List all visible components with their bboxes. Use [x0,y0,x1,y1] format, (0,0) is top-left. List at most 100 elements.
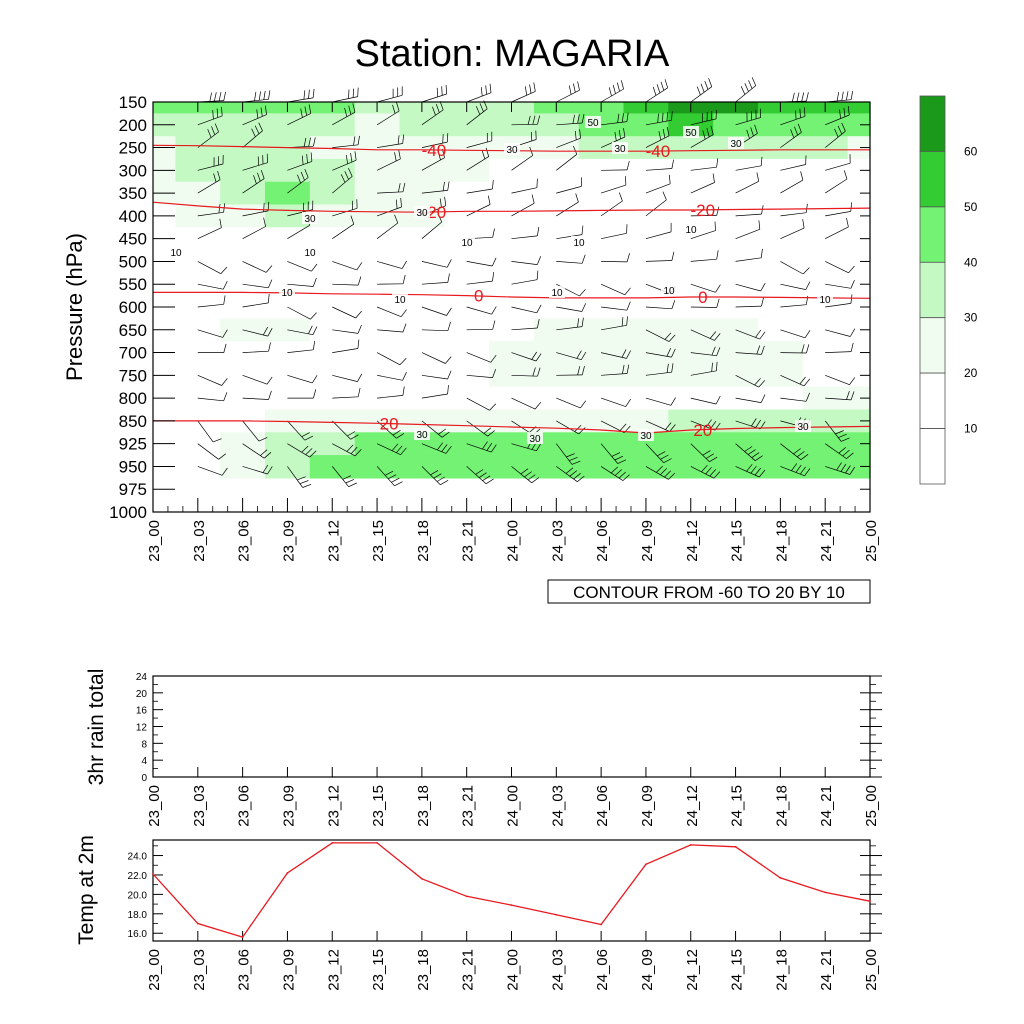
time-tick-label: 24_00 [505,520,522,562]
temp-time-tick-label: 24_12 [684,949,701,991]
contour-inline-labels: 50 50 30 30 30 30 30 10 10 10 10 10 10 10 10 10 10 30 30 30… [168,116,833,445]
wind-barb [690,221,716,240]
wind-barb [242,293,270,308]
wind-barb [197,123,219,148]
wind-barb [645,222,672,240]
temp-point [286,872,289,874]
wind-speed-cell [153,102,176,114]
wind-barb [287,277,317,287]
wind-barb [197,295,226,308]
wind-barb [825,261,855,274]
wind-barb [242,279,273,289]
temp-point [152,873,154,875]
wind-barb [332,306,362,319]
contour-label: 10 [573,238,585,249]
contour-label: 10 [663,286,675,297]
wind-speed-cell [220,136,266,160]
wind-speed-cell [444,113,490,137]
wind-speed-cell [309,158,356,183]
wind-speed-cell [847,113,871,137]
wind-barb [287,104,312,126]
wind-speed-cell [309,113,356,137]
time-tick-label: 23_03 [191,520,208,562]
wind-speed-cell [220,113,266,137]
wind-barb [287,420,314,441]
wind-barb [690,206,720,217]
time-tick-label: 24_21 [818,520,835,562]
wind-barb [287,340,316,353]
wind-speed-cell [175,158,221,183]
wind-barb [287,466,312,488]
wind-barb [825,279,855,289]
time-tick-label: 23_18 [415,520,432,562]
temp-frame [152,839,871,942]
wind-barb [466,420,495,437]
wind-barb [825,90,854,103]
wind-barb [466,352,497,363]
wind-barb [466,306,497,315]
rain-time-tick-label: 23_09 [280,785,297,827]
wind-barb [377,274,406,285]
wind-barb [421,273,450,285]
wind-speed-cell [847,136,871,160]
rain-frame [152,675,871,778]
wind-barb [735,77,757,103]
wind-speed-cell [847,455,871,479]
wind-speed-cell [758,158,804,183]
temp-time-tick-label: 24_18 [773,949,790,991]
wind-barb [600,466,630,481]
wind-barb [556,225,584,240]
wind-barb [421,352,452,364]
wind-speed-cell [847,204,871,228]
pressure-tick-label: 975 [119,480,147,499]
wind-barb [645,347,676,358]
contour-label: 30 [529,434,541,445]
wind-speed-cell [578,181,625,206]
wind-barb [197,329,228,338]
wind-barb [556,177,582,194]
wind-barb [735,172,760,194]
wind-barb [466,180,494,194]
temp-time-tick-label: 24_15 [729,949,746,991]
wind-barb [511,319,540,331]
wind-barb [645,420,676,432]
wind-barb [197,106,223,126]
rain-tick-label: 0 [141,773,147,784]
wind-speed-cell [847,318,871,342]
wind-barb [824,443,854,459]
wind-barb [556,350,587,361]
temp-time-tick-label: 23_18 [415,949,432,991]
wind-barb [556,145,578,171]
wind-barb [242,390,272,400]
wind-speed-cell [847,102,871,114]
isotherm-label: 0 [698,288,707,307]
contour-info-box: CONTOUR FROM -60 TO 20 BY 10 [547,579,871,604]
wind-speed-cell [220,181,266,206]
wind-barb [377,182,406,194]
wind-barb [332,261,363,271]
wind-barb [332,324,362,334]
wind-speed-cell [668,181,714,206]
wind-barb [556,114,585,126]
temp-tick-label: 22.0 [128,871,148,882]
wind-barb [376,214,399,239]
wind-barb [332,466,357,488]
wind-barb [735,156,763,171]
contour-label: 10 [304,248,316,259]
isotherm-label: -40 [422,141,447,160]
contour-label: 10 [394,295,406,306]
wind-barb [601,161,630,171]
wind-barb [511,367,541,377]
wind-barb [332,339,360,353]
colorbar-label: 30 [964,311,978,325]
wind-barb [287,374,318,384]
contour-label: 30 [614,144,626,155]
temp-time-tick-label: 25_00 [863,949,880,991]
wind-barb [690,78,713,103]
temp-point [555,913,558,916]
isotherm-line [153,291,871,299]
wind-barb [242,122,263,148]
wind-speed-cell [309,181,356,206]
temp-point [241,936,244,938]
